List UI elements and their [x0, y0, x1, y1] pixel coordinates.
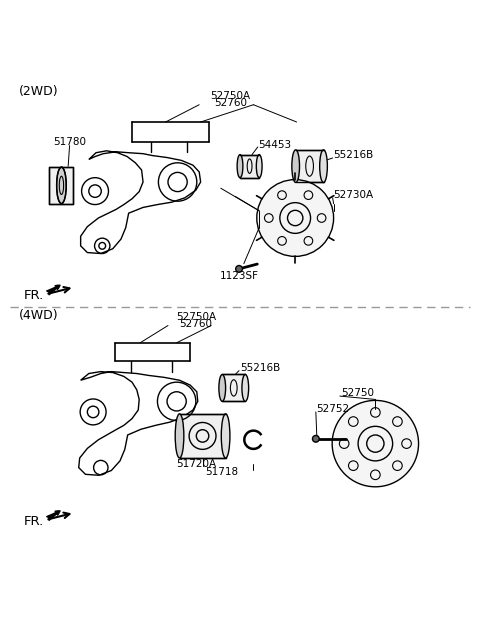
Bar	[240, 154, 259, 178]
Bar	[49, 167, 73, 203]
Ellipse shape	[237, 154, 243, 178]
Text: 52760: 52760	[214, 98, 247, 108]
Text: FR.: FR.	[24, 290, 44, 302]
Text: 51718: 51718	[205, 467, 239, 477]
Ellipse shape	[175, 414, 184, 458]
Circle shape	[332, 401, 419, 487]
Bar	[180, 414, 226, 458]
Text: 52752: 52752	[316, 404, 349, 414]
Text: (2WD): (2WD)	[19, 85, 59, 97]
Text: 52730A: 52730A	[334, 190, 374, 200]
Text: 51780: 51780	[53, 137, 86, 147]
Text: 52750A: 52750A	[176, 312, 216, 322]
Ellipse shape	[57, 167, 66, 203]
Text: 55216B: 55216B	[334, 149, 374, 160]
Circle shape	[236, 266, 242, 273]
Text: 51720A: 51720A	[176, 459, 216, 468]
Text: 52750: 52750	[341, 387, 374, 398]
Bar	[222, 374, 245, 401]
Text: 52760: 52760	[180, 318, 212, 328]
Text: 54453: 54453	[258, 139, 291, 149]
Ellipse shape	[242, 374, 249, 401]
Ellipse shape	[219, 374, 226, 401]
Ellipse shape	[221, 414, 230, 458]
Text: 1123SF: 1123SF	[219, 271, 259, 281]
Text: 55216B: 55216B	[240, 363, 280, 373]
Text: FR.: FR.	[24, 515, 44, 528]
Ellipse shape	[320, 150, 327, 183]
Circle shape	[257, 180, 334, 256]
Text: (4WD): (4WD)	[19, 309, 59, 322]
Ellipse shape	[292, 150, 300, 183]
Ellipse shape	[256, 154, 262, 178]
Circle shape	[312, 435, 319, 442]
Bar	[296, 150, 324, 183]
Text: 52750A: 52750A	[210, 91, 251, 101]
